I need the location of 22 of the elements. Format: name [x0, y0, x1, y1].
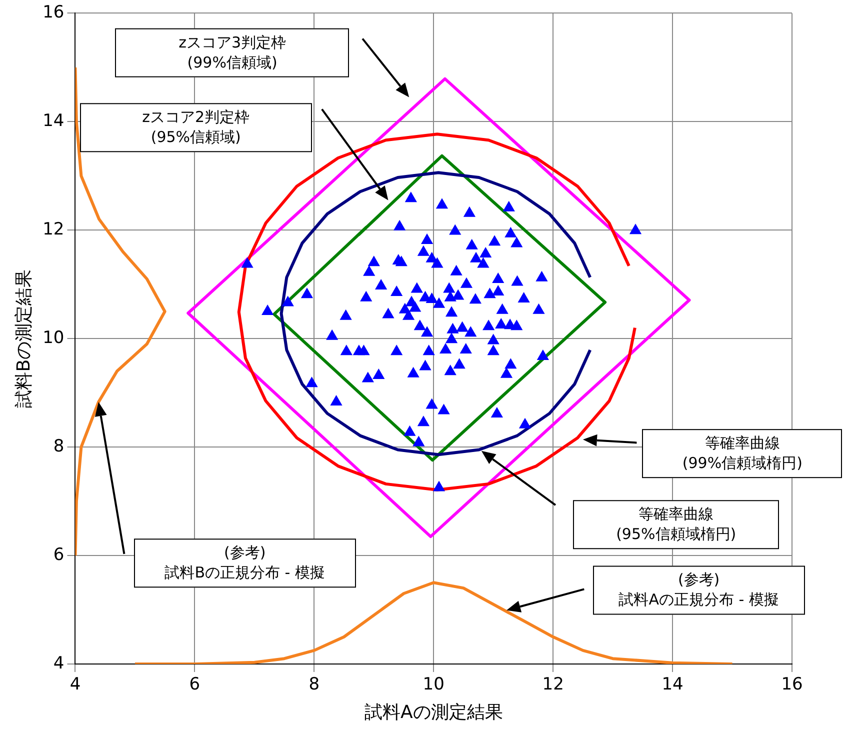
x-tick-label: 14 — [662, 674, 684, 695]
y-tick-label: 4 — [53, 653, 64, 674]
y-tick-label: 10 — [42, 328, 64, 348]
callout-box: zスコア2判定枠 (95%信頼域) — [80, 103, 312, 152]
y-tick-label: 12 — [42, 220, 64, 240]
y-axis-title: 試料Bの測定結果 — [13, 269, 34, 408]
x-tick-label: 6 — [189, 674, 200, 695]
y-tick-label: 8 — [53, 436, 64, 456]
x-tick-label: 4 — [70, 674, 81, 695]
y-tick-label: 6 — [53, 544, 64, 565]
x-tick-label: 10 — [422, 674, 444, 695]
callout-box: 等確率曲線 (99%信頼域楕円) — [642, 429, 842, 478]
y-tick-label: 14 — [42, 111, 64, 132]
x-tick-label: 8 — [308, 674, 320, 695]
callout-box: (参考) 試料Bの正規分布 - 模擬 — [134, 538, 356, 588]
x-axis-title: 試料Aの測定結果 — [364, 702, 503, 723]
x-tick-label: 16 — [781, 674, 803, 695]
x-tick-label: 12 — [542, 674, 564, 695]
callout-box: (参考) 試料Aの正規分布 - 模擬 — [592, 566, 805, 615]
y-tick-label: 16 — [42, 2, 64, 23]
callout-box: zスコア3判定枠 (99%信頼域) — [115, 28, 350, 78]
callout-box: 等確率曲線 (95%信頼域楕円) — [573, 500, 780, 550]
